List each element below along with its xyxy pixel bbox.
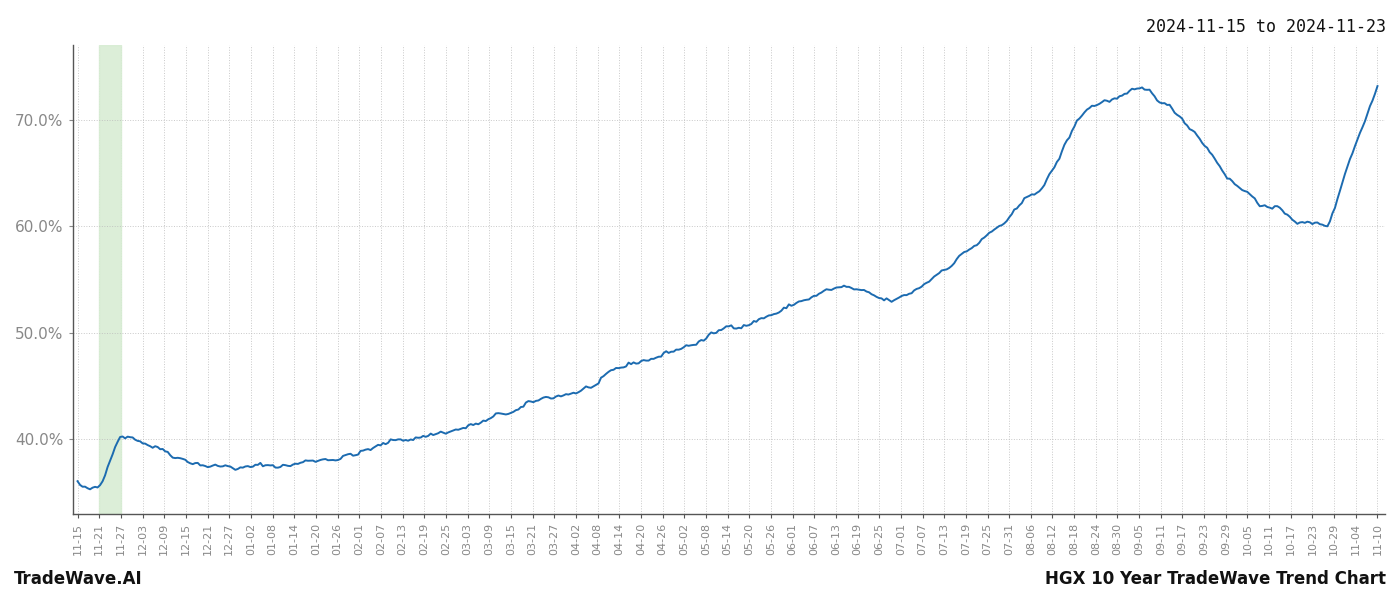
Text: TradeWave.AI: TradeWave.AI (14, 570, 143, 588)
Text: 2024-11-15 to 2024-11-23: 2024-11-15 to 2024-11-23 (1147, 18, 1386, 36)
Text: HGX 10 Year TradeWave Trend Chart: HGX 10 Year TradeWave Trend Chart (1044, 570, 1386, 588)
Bar (99, 45, 120, 514)
